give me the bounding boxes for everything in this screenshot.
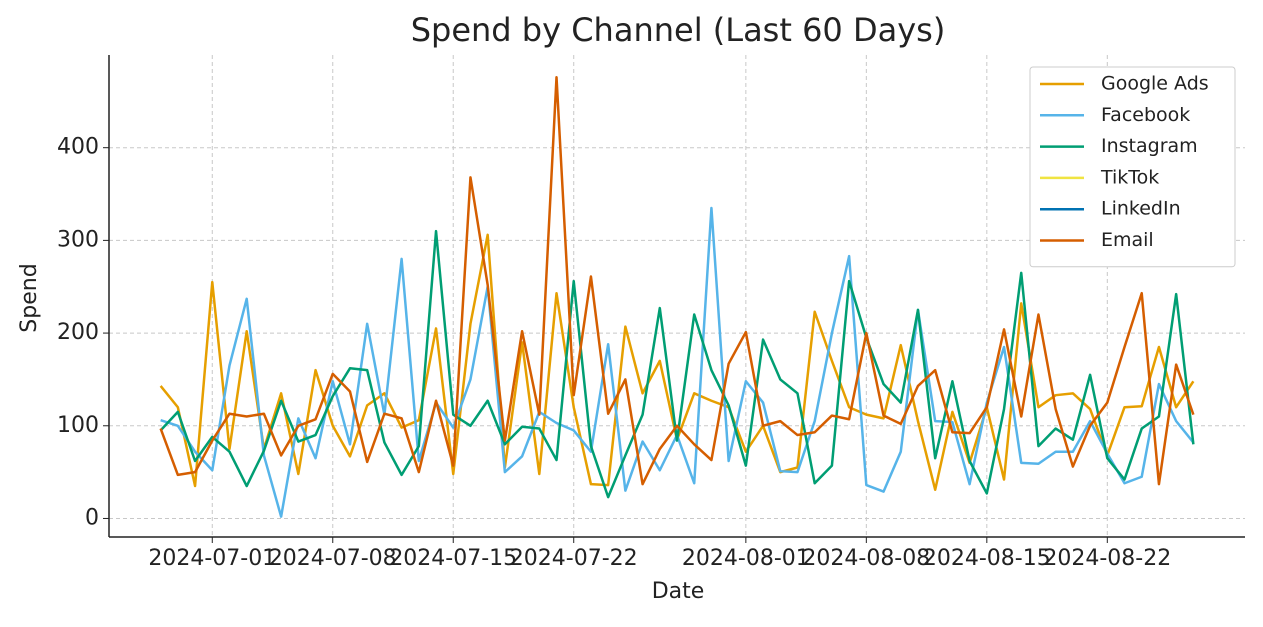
y-tick-label: 0	[85, 505, 99, 530]
chart-title: Spend by Channel (Last 60 Days)	[411, 11, 946, 49]
legend-box	[1029, 66, 1236, 268]
legend-label: LinkedIn	[1101, 198, 1181, 220]
x-tick-label: 2024-07-22	[510, 546, 638, 571]
legend: Google Ads Facebook Instagram TikTok LinkedI…	[1029, 66, 1236, 268]
legend-label: Google Ads	[1101, 73, 1209, 95]
y-tick-label: 300	[57, 227, 99, 252]
y-axis-label: Spend	[17, 263, 42, 332]
series-line	[159, 233, 1195, 491]
x-tick-label: 2024-08-08	[802, 546, 930, 571]
x-tick-label: 2024-07-01	[148, 546, 276, 571]
x-tick-label: 2024-08-15	[923, 546, 1051, 571]
legend-label: Instagram	[1101, 135, 1198, 157]
legend-label: Facebook	[1101, 104, 1190, 126]
series-line	[159, 75, 1195, 486]
x-tick-label: 2024-07-15	[389, 546, 517, 571]
y-tick-label: 200	[57, 320, 99, 345]
y-tick-label: 100	[57, 413, 99, 438]
x-tick-label: 2024-08-22	[1043, 546, 1171, 571]
series-line	[159, 229, 1195, 499]
legend-label: TikTok	[1100, 166, 1159, 188]
x-axis-label: Date	[652, 579, 705, 604]
legend-label: Email	[1101, 229, 1154, 251]
x-tick-label: 2024-07-08	[269, 546, 397, 571]
x-tick-label: 2024-08-01	[682, 546, 810, 571]
y-tick-label: 400	[57, 135, 99, 160]
